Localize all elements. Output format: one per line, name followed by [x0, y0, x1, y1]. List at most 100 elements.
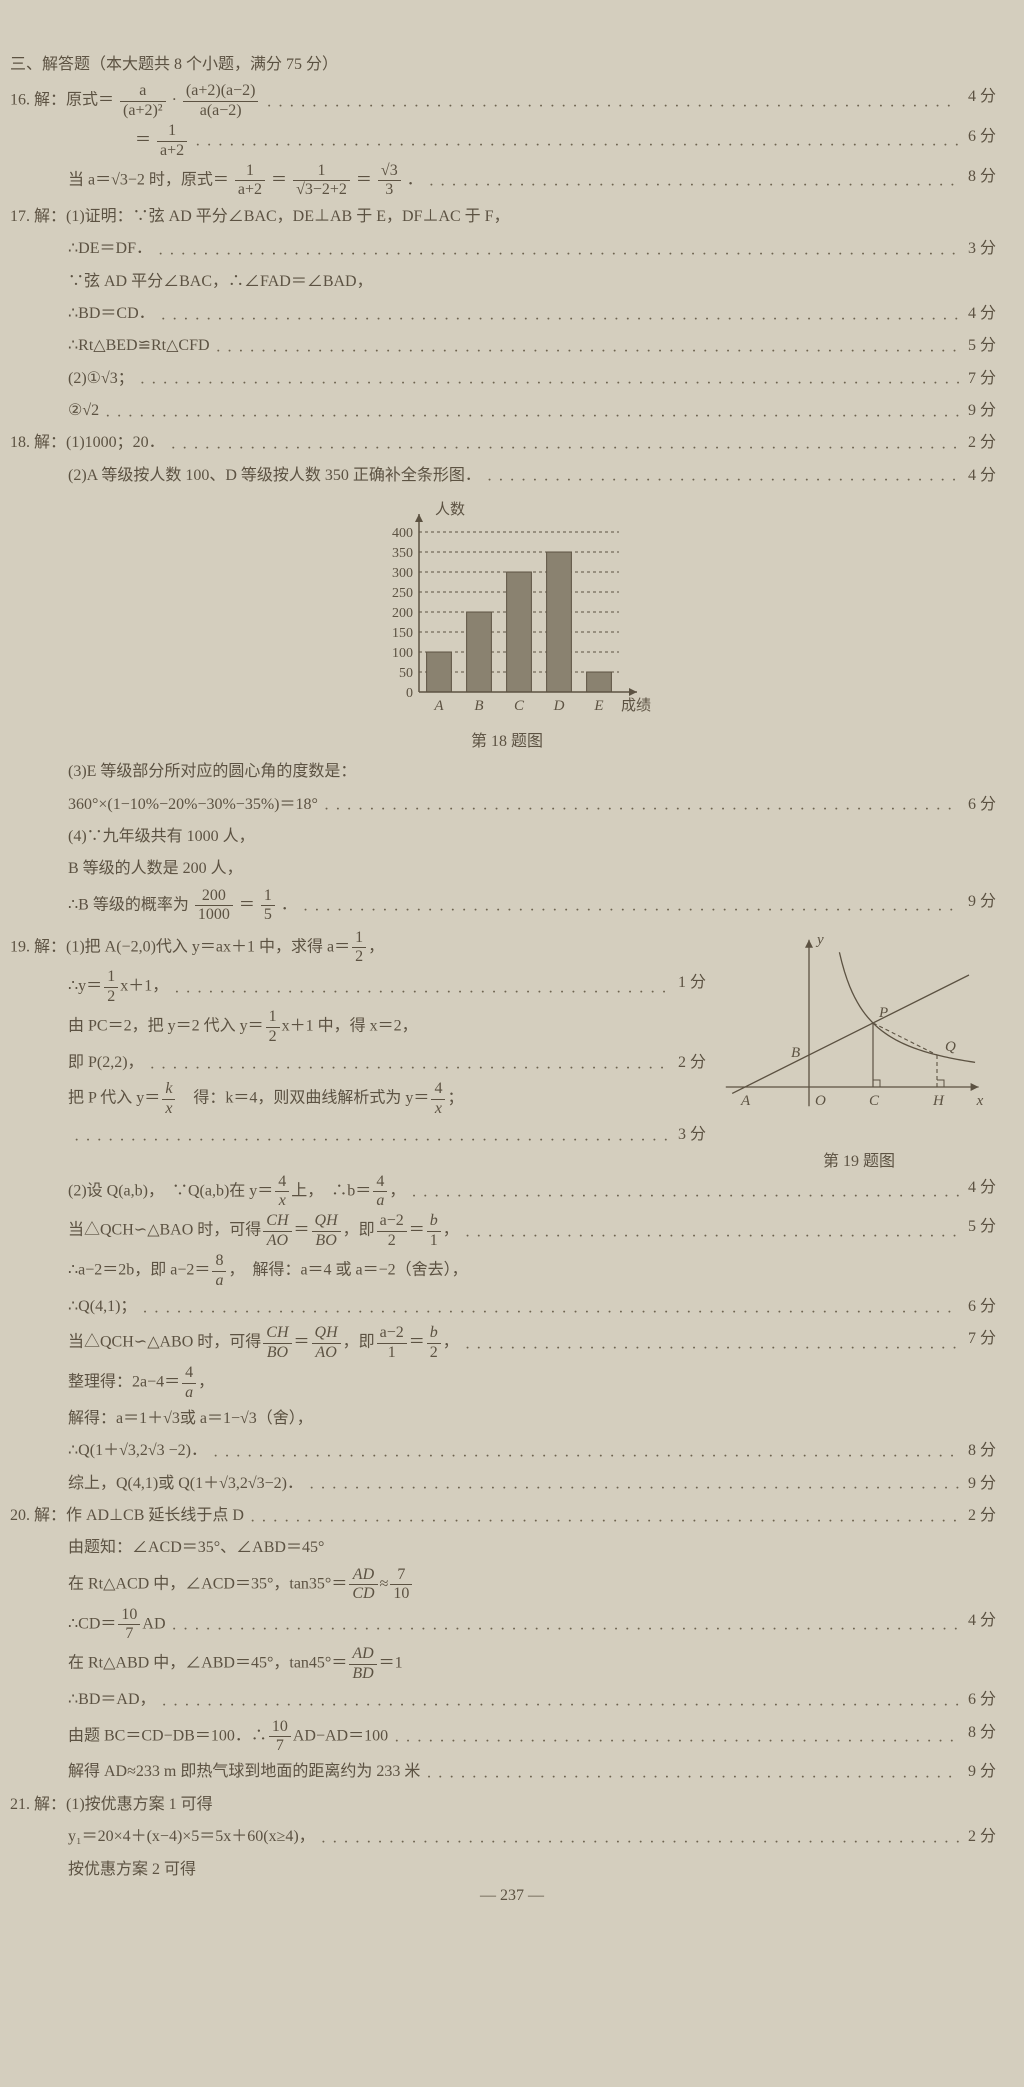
points: 8 分 — [968, 1436, 1004, 1466]
t: 19. 解：(1)把 A(−2,0)代入 y＝ax＋1 中，求得 a＝ — [10, 938, 350, 955]
frac: 12 — [104, 968, 118, 1006]
t: ，即 — [343, 1334, 375, 1351]
q17-l7: ②√29 分 — [10, 396, 1004, 426]
q18-l1: 18. 解：(1)1000；20．2 分 — [10, 428, 1004, 458]
points: 9 分 — [968, 1469, 1004, 1499]
t: 由 PC＝2，把 y＝2 代入 y＝ — [68, 1018, 264, 1035]
points: 6 分 — [968, 790, 1004, 820]
leader-dots — [303, 896, 962, 915]
points: 2 分 — [678, 1048, 714, 1078]
q20-l1: 20. 解：作 AD⊥CB 延长线于点 D2 分 — [10, 1501, 1004, 1531]
t: ， 解得：a＝4 或 a＝−2（舍去）， — [228, 1262, 467, 1279]
num: AD — [349, 1645, 376, 1664]
t: 在 Rt△ACD 中，∠ACD＝35°，tan35°＝ — [68, 1575, 347, 1592]
svg-text:E: E — [593, 698, 603, 714]
frac: 710 — [390, 1566, 412, 1604]
points: 7 分 — [968, 1324, 1004, 1354]
frac: a(a+2)² — [120, 82, 166, 120]
t: 把 P 代入 y＝ — [68, 1090, 160, 1107]
t: (2)设 Q(a,b)， ∵Q(a,b)在 y＝ — [68, 1182, 273, 1199]
points: 6 分 — [968, 122, 1004, 152]
t: ＝ — [271, 172, 287, 189]
q17-l3: ∵弦 AD 平分∠BAC，∴∠FAD＝∠BAD， — [10, 267, 1004, 297]
den: a+2 — [157, 142, 187, 160]
leader-dots — [266, 92, 962, 111]
points: 4 分 — [968, 82, 1004, 112]
svg-text:y: y — [815, 931, 824, 947]
q20-l5: 在 Rt△ABD 中，∠ABD＝45°，tan45°＝ADBD＝1 — [10, 1645, 1004, 1683]
svg-text:B: B — [474, 698, 483, 714]
den: 2 — [377, 1232, 407, 1250]
den: 3 — [378, 181, 401, 199]
q20-l6: ∴BD＝AD，6 分 — [10, 1685, 1004, 1715]
frac: (a+2)(a−2)a(a−2) — [183, 82, 259, 120]
num: QH — [312, 1324, 341, 1343]
t: 按优惠方案 2 可得 — [68, 1855, 196, 1885]
leader-dots — [216, 337, 962, 356]
q19-l10: 当△QCH∽△ABO 时，可得CHBO＝QHAO，即a−21＝b2，7 分 — [10, 1324, 1004, 1362]
chart-caption: 第 18 题图 — [10, 727, 1004, 751]
svg-text:300: 300 — [392, 566, 413, 581]
num: 8 — [212, 1252, 226, 1271]
den: AO — [263, 1232, 291, 1250]
frac: 1a+2 — [157, 122, 187, 160]
t: 即 P(2,2)， — [68, 1048, 144, 1078]
den: BD — [349, 1665, 376, 1683]
frac: 2001000 — [195, 887, 233, 925]
leader-dots — [162, 1691, 962, 1710]
t: AD — [142, 1615, 165, 1632]
q18-l6: B 等级的人数是 200 人， — [10, 854, 1004, 884]
svg-text:A: A — [740, 1093, 751, 1109]
num: 1 — [352, 929, 366, 948]
num: AD — [349, 1566, 377, 1585]
t: 解得：a＝1＋√3或 a＝1−√3（舍）， — [68, 1404, 313, 1434]
den: 1000 — [195, 906, 233, 924]
q19-l1: 19. 解：(1)把 A(−2,0)代入 y＝ax＋1 中，求得 a＝12， — [10, 929, 714, 967]
t: x＋1 中，得 x＝2， — [282, 1018, 418, 1035]
t: ∴a−2＝2b，即 a−2＝ — [68, 1262, 210, 1279]
frac: ADBD — [349, 1645, 376, 1683]
num: √3 — [378, 162, 401, 181]
t: ＝ — [294, 1334, 310, 1351]
t: ②√2 — [68, 396, 99, 426]
q20-l4: ∴CD＝107AD4 分 — [10, 1606, 1004, 1644]
den: x — [275, 1192, 289, 1210]
svg-text:C: C — [869, 1093, 880, 1109]
fig-caption: 第 19 题图 — [714, 1147, 1004, 1171]
header-text: 三、解答题（本大题共 8 个小题，满分 75 分） — [10, 50, 338, 80]
q17-l5: ∴Rt△BED≌Rt△CFD5 分 — [10, 331, 1004, 361]
t: ， — [389, 1182, 405, 1199]
q18-l3: (3)E 等级部分所对应的圆心角的度数是： — [10, 757, 1004, 787]
q17-l4: ∴BD＝CD．4 分 — [10, 299, 1004, 329]
leader-dots — [161, 305, 962, 324]
t: 整理得：2a−4＝ — [68, 1374, 180, 1391]
page-number: — 237 — — [0, 1887, 1024, 1905]
leader-dots — [411, 1182, 962, 1201]
num: CH — [263, 1324, 291, 1343]
q21-l2: y₁＝20×4＋(x−4)×5＝5x＋60(x≥4)，2 分 — [10, 1822, 1004, 1852]
t: · — [172, 92, 177, 109]
t: ＝ — [409, 1334, 425, 1351]
t: (2)①√3； — [68, 364, 134, 394]
leader-dots — [426, 1763, 962, 1782]
points: 8 分 — [968, 1718, 1004, 1748]
q19-l6: (2)设 Q(a,b)， ∵Q(a,b)在 y＝4x上， ∴b＝4a，4 分 — [10, 1173, 1004, 1211]
den: 2 — [352, 948, 366, 966]
den: a(a−2) — [183, 102, 259, 120]
frac: CHBO — [263, 1324, 291, 1362]
frac: QHAO — [312, 1324, 341, 1362]
den: a — [373, 1192, 387, 1210]
q20-l2: 由题知：∠ACD＝35°、∠ABD＝45° — [10, 1533, 1004, 1563]
q19-l8: ∴a−2＝2b，即 a−2＝8a， 解得：a＝4 或 a＝−2（舍去）， — [10, 1252, 1004, 1290]
frac: 4x — [275, 1173, 289, 1211]
num: 1 — [266, 1008, 280, 1027]
svg-text:0: 0 — [406, 686, 413, 701]
leader-dots — [465, 1222, 962, 1241]
den: a — [182, 1384, 196, 1402]
leader-dots — [174, 978, 672, 997]
svg-text:D: D — [553, 698, 565, 714]
leader-dots — [142, 1298, 962, 1317]
bar-chart-svg: 501001502002503003504000ABCDE人数成绩 — [357, 497, 657, 727]
q20-l8: 解得 AD≈233 m 即热气球到地面的距离约为 233 米9 分 — [10, 1757, 1004, 1787]
leader-dots — [321, 1828, 962, 1847]
